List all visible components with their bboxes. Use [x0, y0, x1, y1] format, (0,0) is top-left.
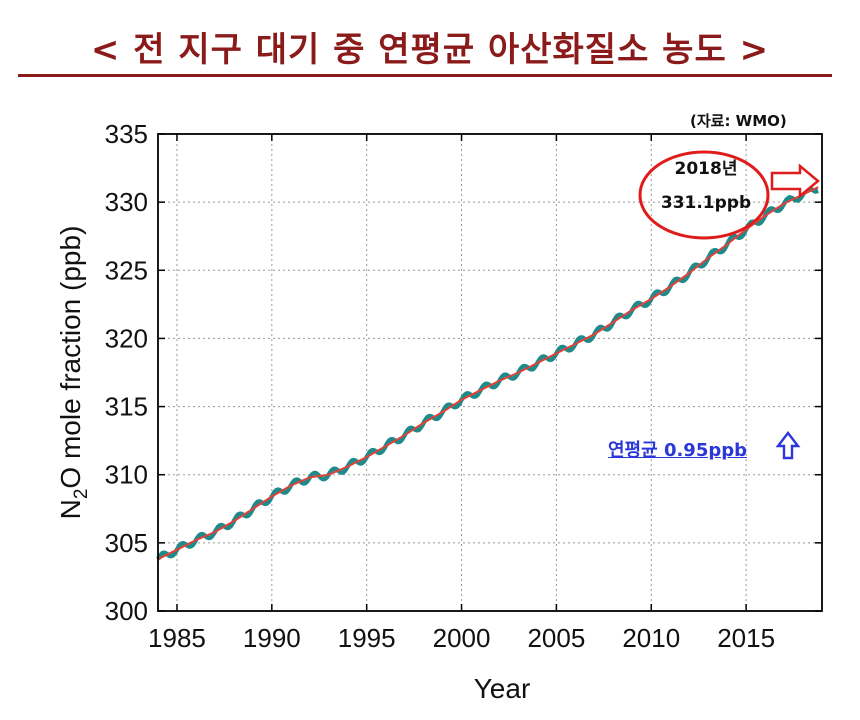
annotation-layer [638, 150, 820, 460]
y-tick-label: 335 [105, 119, 148, 149]
highlight-value-label: 331.1ppb [660, 193, 752, 213]
y-axis-title: N2O mole fraction (ppb) [55, 226, 92, 520]
y-tick-label: 305 [105, 528, 148, 558]
trend-series-line [157, 186, 819, 561]
x-tick-label: 1990 [243, 623, 301, 653]
title-underline [18, 74, 832, 77]
y-tick-label: 300 [105, 596, 148, 626]
source-label: (자료: WMO) [690, 112, 787, 130]
y-tick-label: 310 [105, 460, 148, 490]
page-title: < 전 지구 대기 중 연평균 아산화질소 농도 > [90, 30, 770, 70]
monthly-series-line [156, 185, 819, 561]
x-tick-label: 2010 [622, 623, 680, 653]
x-tick-label: 1985 [148, 623, 206, 653]
highlight-year-label: 2018년 [674, 159, 738, 179]
up-arrow-icon [775, 431, 801, 460]
plot-frame [157, 133, 823, 612]
highlight-circle [638, 150, 770, 240]
series-layer [156, 185, 819, 561]
growth-rate-link[interactable]: 연평균 0.95ppb [608, 440, 748, 461]
x-axis-title: Year [474, 673, 531, 704]
y-tick-label: 320 [105, 323, 148, 353]
y-tick-label: 315 [105, 392, 148, 422]
x-tick-label: 2015 [717, 623, 775, 653]
axis-layer: 1985 1990 1995 2000 2005 2010 2015 300 305 310 315… [55, 119, 823, 704]
x-tick-label: 2005 [527, 623, 585, 653]
x-tick-label: 1995 [338, 623, 396, 653]
x-tick-label: 2000 [433, 623, 491, 653]
y-tick-label: 325 [105, 255, 148, 285]
highlight-arrow [770, 163, 820, 199]
y-tick-label: 330 [105, 187, 148, 217]
